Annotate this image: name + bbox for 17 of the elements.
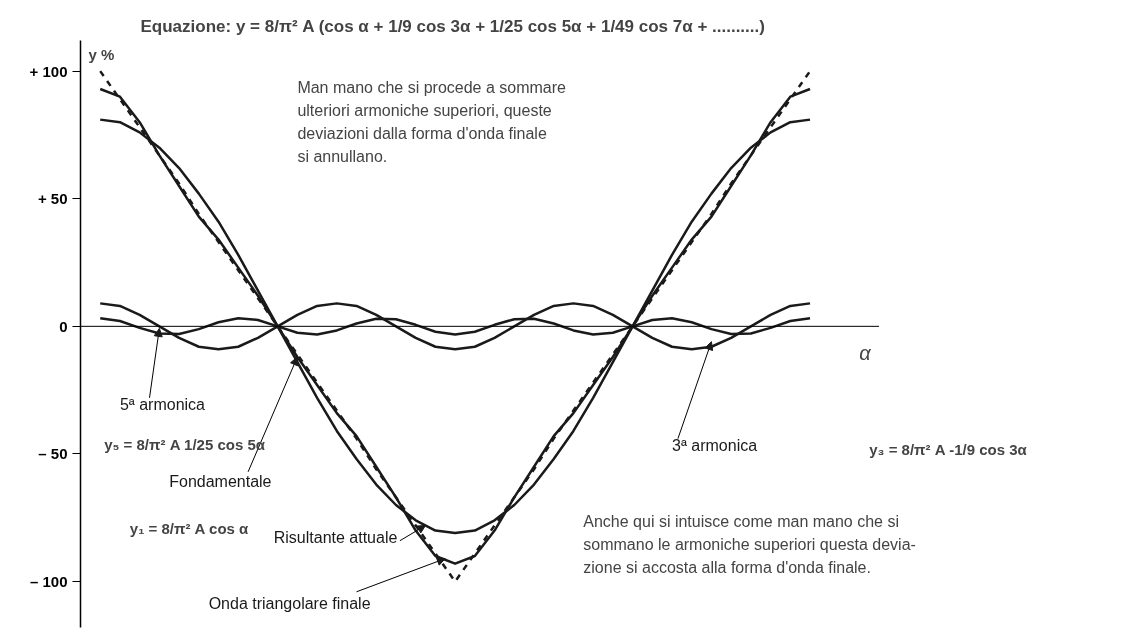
annotation: Anche qui si intuisce come man mano che si sommano le armoniche superiori questa devia- zione si accosta alla forma d'onda finale.: [583, 512, 916, 576]
y-tick-label: + 100: [29, 62, 68, 80]
text: Onda triangolare finale: [208, 595, 371, 613]
text: 5ª armonica: [119, 396, 206, 414]
text: 3ª armonica: [672, 436, 758, 454]
y-tick-label: – 50: [38, 445, 68, 463]
y-axis-title: y %: [88, 46, 115, 64]
chart-title: Equazione: y = 8/π² A (cos α + 1/9 cos 3α + 1/25 cos 5α + 1/49 cos 7α + ..........): [140, 16, 765, 36]
legend-label: Risultante attuale: [273, 528, 398, 546]
annotation: y₁ = 8/π² A cos α: [129, 520, 250, 538]
text: Fondamentale: [169, 472, 272, 490]
x-axis-title: α: [859, 341, 872, 364]
y-tick-label: + 50: [37, 190, 68, 208]
y-tick-label: – 100: [29, 573, 68, 591]
text: y₃ = 8/π² A -1/9 cos 3α: [869, 441, 1028, 459]
annotation: Man mano che si procede a sommare ulteriori armoniche superiori, queste deviazioni dalla forma d'onda finale si annullano.: [297, 78, 567, 165]
y-tick-label: 0: [59, 317, 68, 335]
